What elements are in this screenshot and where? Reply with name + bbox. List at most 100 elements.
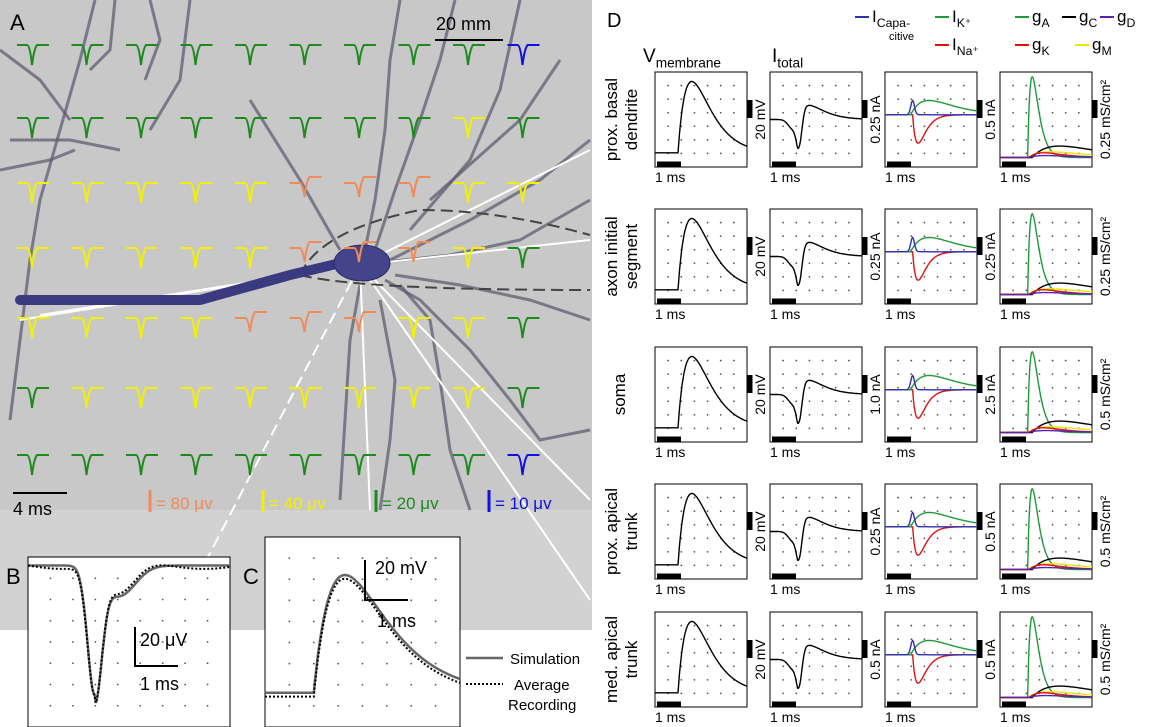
- grid-dot: [847, 221, 850, 224]
- legend-label: gK: [1032, 35, 1050, 58]
- grid-dot: [732, 537, 735, 540]
- grid-dot: [693, 651, 696, 654]
- grid-dot: [434, 557, 437, 560]
- grid-dot: [680, 427, 683, 430]
- grid-dot: [936, 537, 939, 540]
- grid-dot: [94, 619, 97, 622]
- grid-dot: [782, 359, 785, 362]
- isopotential-dashed: [299, 208, 591, 291]
- grid-dot: [821, 692, 824, 695]
- dendrite: [338, 284, 362, 501]
- grid-dot: [732, 665, 735, 668]
- grid-dot: [288, 683, 291, 686]
- grid-dot: [1077, 523, 1080, 526]
- amplitude-scale-label: 20 mV: [752, 639, 768, 680]
- grid-dot: [923, 373, 926, 376]
- grid-dot: [116, 577, 119, 580]
- grid-dot: [834, 98, 837, 101]
- grid-dot: [962, 152, 965, 155]
- grid-dot: [719, 248, 722, 251]
- dendrite: [8, 0, 97, 421]
- grid-dot: [897, 98, 900, 101]
- grid-dot: [808, 262, 811, 265]
- row-label-line: dendrite: [622, 89, 641, 150]
- amplitude-scale-label: 0.5 mS/cm²: [1097, 358, 1113, 430]
- grid-dot: [1077, 98, 1080, 101]
- grid-dot: [910, 665, 913, 668]
- grid-dot: [337, 599, 340, 602]
- spike-waveform: [453, 44, 485, 66]
- grid-dot: [693, 275, 696, 278]
- trace-box: [769, 611, 863, 708]
- dendrite: [389, 138, 591, 262]
- grid-dot: [1077, 235, 1080, 238]
- trace: [885, 639, 977, 656]
- grid-dot: [206, 683, 209, 686]
- amplitude-scale-label: 1.0 nA: [867, 374, 883, 415]
- grid-dot: [1051, 550, 1054, 553]
- grid-dot: [732, 624, 735, 627]
- grid-dot: [116, 598, 119, 601]
- grid-dot: [936, 111, 939, 114]
- grid-dot: [288, 620, 291, 623]
- grid-dot: [312, 704, 315, 707]
- time-scale-label: 1 ms: [655, 444, 685, 460]
- grid-dot: [410, 578, 413, 581]
- grid-dot: [910, 235, 913, 238]
- time-scale-label: 1 ms: [770, 581, 800, 597]
- grid-dot: [206, 704, 209, 707]
- grid-dot: [808, 98, 811, 101]
- grid-dot: [680, 564, 683, 567]
- grid-dot: [719, 84, 722, 87]
- grid-dot: [936, 98, 939, 101]
- grid-dot: [1025, 262, 1028, 265]
- grid-dot: [693, 510, 696, 513]
- grid-dot: [732, 235, 735, 238]
- amplitude-scale-label: 0.25 nA: [867, 507, 883, 556]
- grid-dot: [936, 359, 939, 362]
- grid-dot: [1064, 84, 1067, 87]
- grid-dot: [782, 275, 785, 278]
- amplitude-label: = 40 μv: [269, 494, 326, 513]
- grid-dot: [693, 537, 696, 540]
- trace: [770, 516, 862, 561]
- amplitude-label: = 10 μv: [495, 494, 552, 513]
- scale-bar: [134, 627, 178, 667]
- grid-dot: [962, 98, 965, 101]
- spike-waveform: [507, 247, 540, 269]
- grid-dot: [897, 651, 900, 654]
- grid-dot: [936, 550, 939, 553]
- grid-dot: [949, 373, 952, 376]
- grid-dot: [693, 386, 696, 389]
- grid-dot: [949, 510, 952, 513]
- grid-dot: [936, 413, 939, 416]
- grid-dot: [1025, 564, 1028, 567]
- grid-dot: [1025, 537, 1028, 540]
- grid-dot: [962, 523, 965, 526]
- row-label-line: prox. basal: [602, 78, 621, 161]
- grid-dot: [782, 427, 785, 430]
- grid-dot: [897, 248, 900, 251]
- grid-dot: [1077, 510, 1080, 513]
- grid-dot: [1025, 550, 1028, 553]
- legend-label-sub: K: [1041, 44, 1050, 58]
- grid-dot: [1064, 386, 1067, 389]
- grid-dot: [808, 624, 811, 627]
- grid-dot: [732, 510, 735, 513]
- trace: [655, 80, 748, 154]
- row-label-line: trunk: [622, 512, 641, 550]
- spike-waveform: [344, 176, 376, 198]
- grid-dot: [385, 641, 388, 644]
- grid-dot: [821, 665, 824, 668]
- grid-dot: [680, 289, 683, 292]
- grid-dot: [923, 138, 926, 141]
- trace: [770, 379, 862, 424]
- grid-dot: [1051, 98, 1054, 101]
- trace-box: [884, 208, 978, 305]
- grid-dot: [847, 111, 850, 114]
- grid-dot: [667, 138, 670, 141]
- grid-dot: [808, 152, 811, 155]
- legend-label: gA: [1032, 7, 1050, 30]
- grid-dot: [434, 704, 437, 707]
- grid-dot: [910, 413, 913, 416]
